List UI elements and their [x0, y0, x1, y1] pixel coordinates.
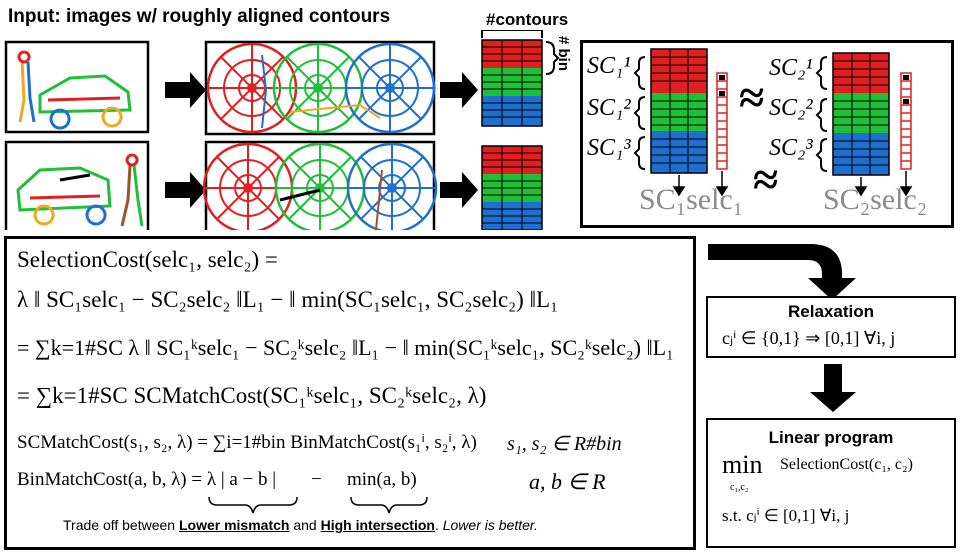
sc1-label-2: SC₁² — [587, 95, 631, 121]
down-arrow-icon — [810, 364, 856, 412]
equation-line-6-domain: a, b ∈ R — [529, 469, 606, 494]
tradeoff-dot: . — [434, 517, 443, 533]
relaxation-body: cⱼⁱ ∈ {0,1} ⇒ [0,1] ∀i, j — [722, 328, 896, 348]
contours-label: #contours — [486, 10, 569, 29]
selector-vector-2 — [900, 72, 912, 170]
histogram-sc2 — [815, 52, 890, 176]
figure-contour-1 — [17, 50, 132, 130]
relaxation-title: Relaxation — [788, 302, 874, 321]
linear-program-title: Linear program — [768, 428, 894, 447]
equation-line-3: = ∑k=1#SC λ ‖ SC₁ᵏselc₁ − SC₂ᵏselc₂ ‖L₁ … — [17, 335, 674, 360]
approx-symbol-top: ≈ — [739, 72, 765, 123]
histogram-2 — [481, 145, 543, 230]
down-arrow-icon — [672, 171, 913, 197]
tradeoff-note: Trade off between Lower mismatch and Hig… — [63, 517, 538, 533]
equation-line-6b: min(a, b) — [347, 469, 417, 490]
histogram-1 — [481, 30, 560, 127]
input-title: Input: images w/ roughly aligned contour… — [8, 6, 391, 27]
equation-line-5: SCMatchCost(s₁, s₂, λ) = ∑i=1#bin BinMat… — [17, 432, 477, 453]
equations-panel: SelectionCost(selc₁, selc₂) = λ ‖ SC₁sel… — [4, 236, 696, 550]
lp-min-sub: c₁,c₂ — [730, 482, 749, 493]
equation-line-5-domain: s₁, s₂ ∈ R#bin — [507, 433, 622, 455]
sc2-label-3: SC₂³ — [769, 135, 813, 161]
polar-grids-1 — [206, 42, 436, 134]
tradeoff-lower-mismatch: Lower mismatch — [178, 517, 290, 533]
lp-objective: SelectionCost(c₁, c₂) — [780, 456, 913, 473]
lp-constraint: s.t. cⱼⁱ ∈ [0,1] ∀i, j — [722, 506, 850, 525]
equation-line-4: = ∑k=1#SC SCMatchCost(SC₁ᵏselc₁, SC₂ᵏsel… — [17, 383, 487, 408]
sc1-label-1: SC₁¹ — [587, 53, 631, 79]
equation-line-6a: BinMatchCost(a, b, λ) = λ | a − b | — [17, 469, 277, 490]
relaxation-box: Relaxation cⱼⁱ ∈ {0,1} ⇒ [0,1] ∀i, j — [706, 296, 956, 358]
sc2-selc2: SC₂selc₂ — [823, 183, 928, 216]
arrow-right-icon — [440, 72, 478, 108]
tradeoff-and: and — [289, 517, 321, 533]
equation-line-6-minus: − — [311, 469, 322, 490]
bin-label: # bin — [555, 36, 572, 72]
equation-line-2: λ ‖ SC₁selc₁ − SC₂selc₂ ‖L₁ − ‖ min(SC₁s… — [17, 287, 559, 312]
selector-vector-1 — [716, 72, 728, 170]
underbraces — [208, 496, 428, 514]
linear-program-box: Linear program min c₁,c₂ SelectionCost(c… — [706, 418, 956, 548]
lp-min: min — [722, 450, 763, 479]
arrow-right-icon — [440, 172, 478, 208]
equation-line-1: SelectionCost(selc₁, selc₂) = — [17, 247, 278, 272]
sc2-label-2: SC₂² — [769, 95, 813, 121]
descriptor-panel: SC₁¹ SC₁² SC₁³ SC₂¹ SC₂² SC₂³ ≈ ≈ SC₁sel… — [580, 40, 954, 228]
arrow-right-icon — [165, 72, 206, 108]
tradeoff-prefix: Trade off between — [63, 517, 179, 533]
sc2-label-1: SC₂¹ — [769, 55, 813, 81]
input-diagram — [4, 30, 560, 230]
figure-contour-2 — [16, 153, 144, 227]
curved-arrow-icon — [708, 244, 856, 300]
sc1-selc1: SC₁selc₁ — [639, 183, 744, 216]
input-image-2 — [4, 140, 150, 230]
polar-grids-2 — [202, 142, 438, 230]
arrow-right-icon — [165, 172, 206, 208]
descriptor-graphics — [633, 48, 913, 197]
histogram-sc1 — [633, 48, 708, 174]
flow-arrows — [708, 244, 856, 412]
tradeoff-high-intersection: High intersection — [320, 517, 435, 533]
sc1-label-3: SC₁³ — [587, 135, 631, 161]
tradeoff-lower-better: Lower is better. — [442, 517, 538, 533]
approx-symbol-bottom: ≈ — [753, 154, 779, 205]
